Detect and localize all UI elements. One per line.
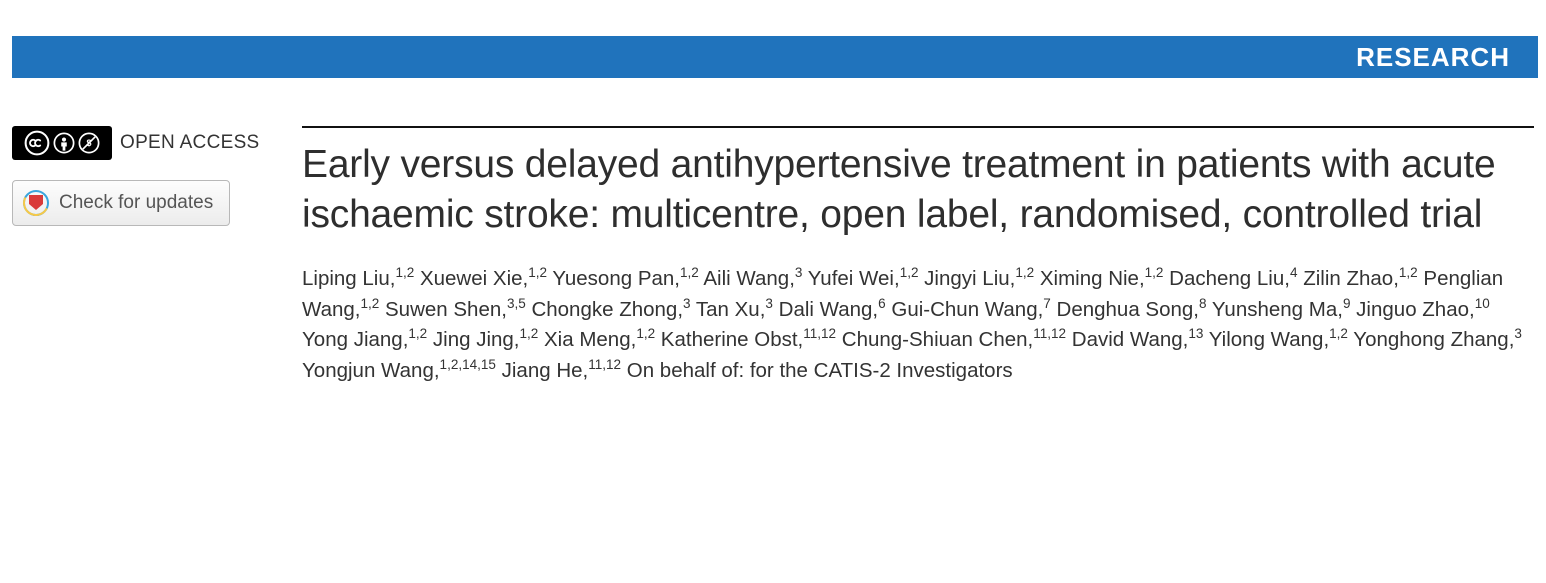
sidebar: $ OPEN ACCESS Check for updates — [12, 126, 302, 387]
check-updates-label: Check for updates — [59, 192, 213, 214]
open-access-row: $ OPEN ACCESS — [12, 126, 278, 160]
section-banner: RESEARCH — [12, 36, 1538, 78]
content-area: $ OPEN ACCESS Check for updates Early ve… — [0, 126, 1546, 387]
open-access-label: OPEN ACCESS — [120, 132, 260, 154]
cc-license-icon: $ — [12, 126, 112, 160]
author-list: Liping Liu,1,2 Xuewei Xie,1,2 Yuesong Pa… — [302, 264, 1534, 387]
crossmark-icon — [23, 190, 49, 216]
article-title: Early versus delayed antihypertensive tr… — [302, 140, 1534, 240]
article-header: Early versus delayed antihypertensive tr… — [302, 126, 1534, 387]
banner-label: RESEARCH — [1356, 42, 1510, 73]
check-updates-button[interactable]: Check for updates — [12, 180, 230, 226]
